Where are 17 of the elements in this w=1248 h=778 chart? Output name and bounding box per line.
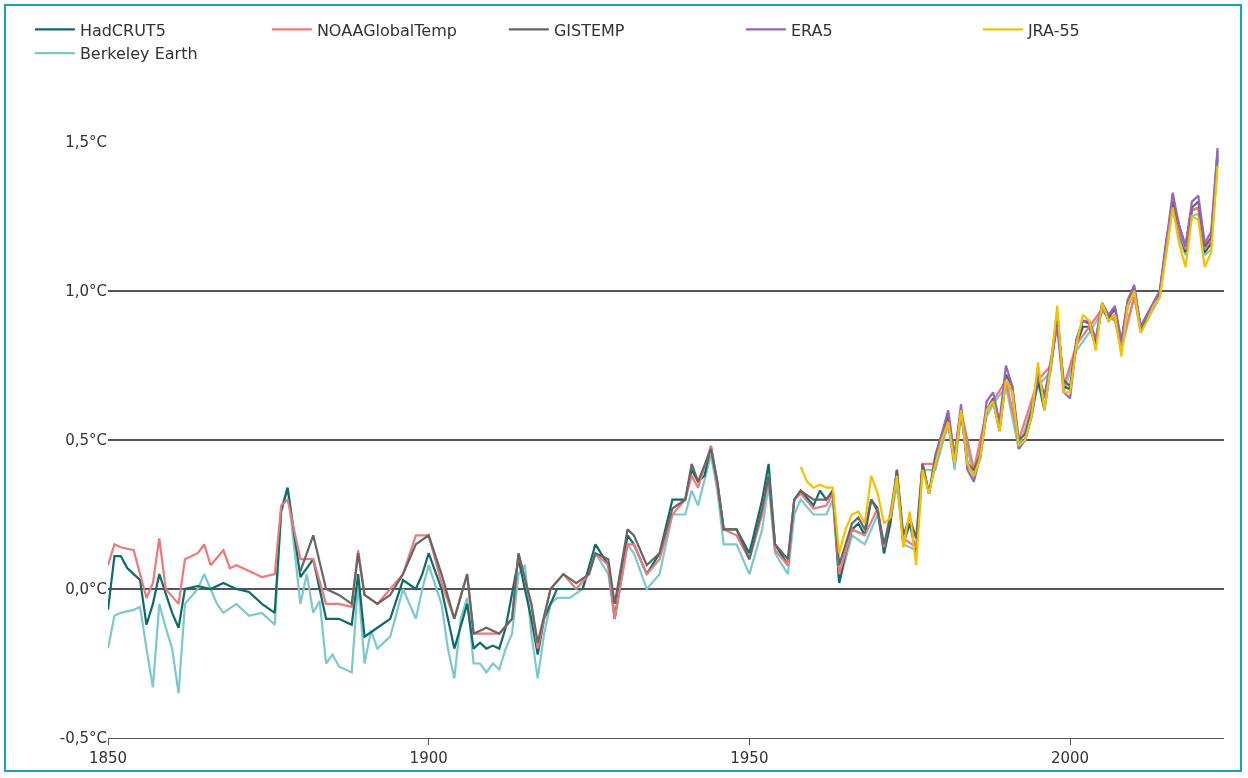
y-tick-label: 1,5°C xyxy=(65,133,107,152)
y-tick-label: 0,5°C xyxy=(65,431,107,450)
legend-label: JRA-55 xyxy=(1026,20,1080,40)
line-series xyxy=(799,164,1219,567)
legend-label: HadCRUT5 xyxy=(79,20,166,40)
y-tick-label: 1,0°C xyxy=(65,282,107,301)
legend-label: GISTEMP xyxy=(553,20,625,40)
y-tick-label: -0,5°C xyxy=(59,729,107,748)
x-tick-label: 1850 xyxy=(88,749,128,767)
legend-label: Berkeley Earth xyxy=(79,44,198,64)
y-tick-label: 0,0°C xyxy=(65,580,107,599)
x-tick-label: 2000 xyxy=(1050,749,1090,767)
x-tick-label: 1950 xyxy=(730,749,769,767)
line-series xyxy=(934,146,1219,483)
legend-label: ERA5 xyxy=(790,20,833,40)
legend-label: NOAAGlobalTemp xyxy=(316,20,457,40)
x-tick-label: 1900 xyxy=(409,749,448,767)
